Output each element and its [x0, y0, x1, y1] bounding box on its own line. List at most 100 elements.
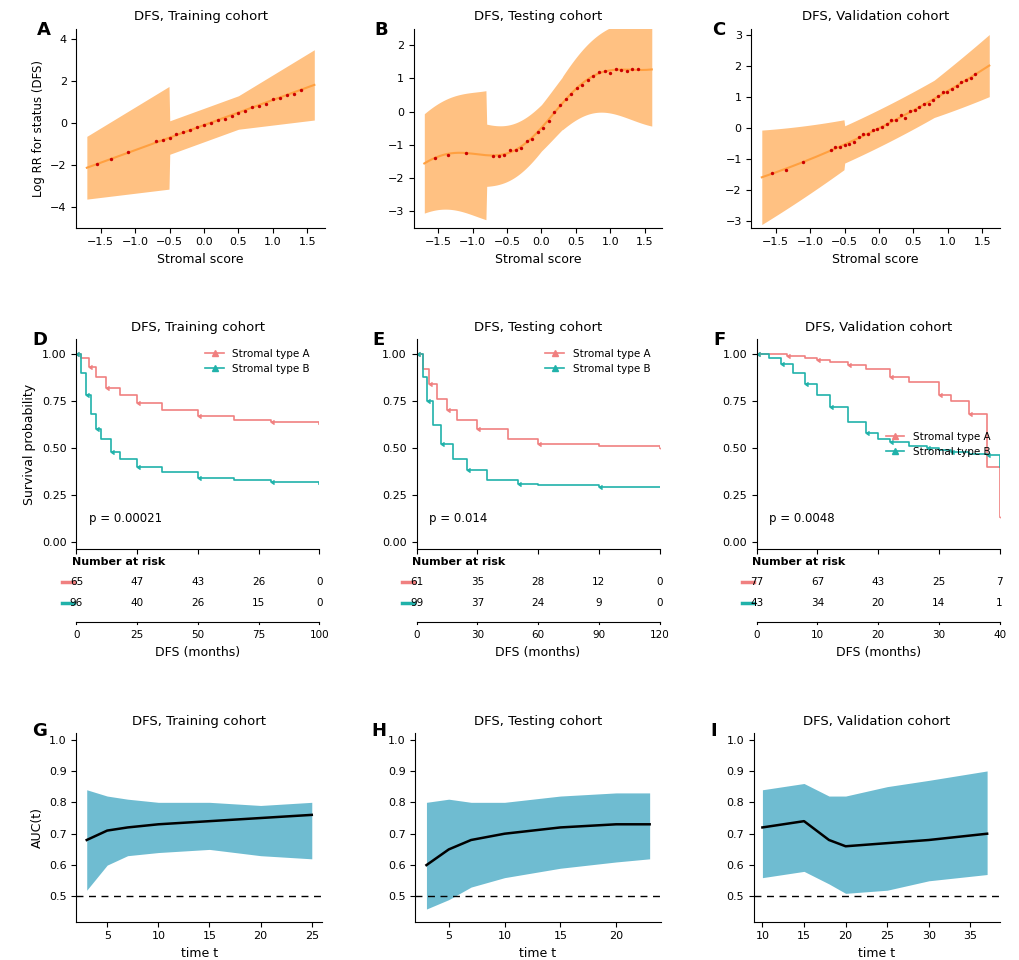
Point: [513, 140, 529, 156]
Text: 99: 99: [410, 598, 423, 608]
Text: 28: 28: [531, 577, 544, 588]
Point: [836, 137, 852, 153]
Point: [495, 147, 512, 162]
Stromal type B: [962, 447, 974, 459]
Title: DFS, Testing cohort: DFS, Testing cohort: [474, 715, 601, 728]
Stromal type A: [841, 360, 853, 372]
Text: C: C: [711, 21, 725, 38]
Point: [794, 155, 810, 170]
Stromal type A: [592, 441, 604, 452]
Stromal type B: [883, 437, 896, 448]
Text: 20: 20: [870, 598, 883, 608]
Point: [877, 116, 894, 132]
Text: 43: 43: [192, 577, 205, 588]
Text: I: I: [709, 722, 715, 740]
Stromal type A: [762, 348, 774, 360]
Point: [244, 100, 260, 115]
Title: DFS, Testing cohort: DFS, Testing cohort: [474, 321, 601, 334]
Point: [154, 132, 170, 148]
Point: [953, 74, 969, 89]
Point: [763, 165, 780, 180]
Stromal type A: [810, 354, 822, 366]
X-axis label: time t: time t: [519, 947, 556, 960]
Stromal type B: [774, 358, 787, 370]
Text: 0: 0: [655, 577, 662, 588]
Text: 77: 77: [749, 577, 762, 588]
Text: 40: 40: [993, 630, 1005, 640]
Stromal type A: [83, 362, 95, 373]
Point: [189, 119, 205, 134]
Point: [826, 139, 843, 155]
Text: 37: 37: [470, 598, 483, 608]
Stromal type A: [192, 410, 204, 421]
Stromal type A: [90, 371, 102, 382]
Stromal type A: [410, 348, 422, 360]
Stromal type A: [781, 350, 793, 362]
Text: 12: 12: [592, 577, 605, 588]
Stromal type A: [993, 512, 1005, 523]
Point: [485, 149, 501, 164]
Legend: Stromal type A, Stromal type B: Stromal type A, Stromal type B: [880, 427, 994, 461]
Point: [440, 148, 457, 163]
Point: [426, 150, 442, 165]
Point: [568, 81, 584, 96]
Stromal type A: [114, 390, 126, 401]
Stromal type B: [532, 480, 544, 492]
Stromal type B: [192, 472, 204, 484]
X-axis label: time t: time t: [180, 947, 218, 960]
Stromal type B: [859, 427, 871, 439]
Stromal type B: [81, 390, 93, 401]
Point: [948, 79, 964, 94]
Point: [943, 82, 959, 97]
Stromal type A: [450, 414, 463, 425]
Text: 75: 75: [252, 630, 265, 640]
Stromal type A: [131, 397, 144, 409]
Stromal type A: [653, 443, 665, 454]
Stromal type A: [962, 408, 974, 420]
Stromal type B: [980, 449, 993, 461]
Text: 100: 100: [310, 630, 329, 640]
Point: [285, 86, 302, 102]
Stromal type B: [85, 408, 97, 420]
Stromal type B: [114, 453, 126, 465]
Point: [518, 133, 534, 149]
Stromal type A: [931, 390, 944, 401]
Point: [897, 110, 913, 126]
Stromal type A: [100, 382, 112, 394]
Point: [278, 87, 294, 103]
Point: [203, 115, 219, 131]
Text: 90: 90: [592, 630, 604, 640]
Stromal type A: [902, 376, 914, 388]
Legend: Stromal type A, Stromal type B: Stromal type A, Stromal type B: [201, 345, 314, 378]
Title: DFS, Testing cohort: DFS, Testing cohort: [474, 11, 601, 23]
Text: 26: 26: [192, 598, 205, 608]
Point: [524, 132, 540, 147]
Stromal type B: [426, 420, 438, 431]
Text: 65: 65: [70, 577, 83, 588]
Stromal type B: [798, 378, 810, 390]
Stromal type A: [430, 394, 442, 405]
Y-axis label: Survival probability: Survival probability: [23, 384, 37, 505]
Point: [612, 62, 629, 78]
Stromal type B: [750, 348, 762, 360]
Point: [596, 63, 612, 79]
Stromal type B: [993, 461, 1005, 472]
Text: 25: 25: [130, 630, 144, 640]
Point: [619, 62, 635, 78]
Text: DFS (months): DFS (months): [155, 646, 240, 660]
Text: 96: 96: [70, 598, 83, 608]
X-axis label: Stromal score: Stromal score: [157, 252, 244, 266]
Point: [777, 162, 794, 178]
Point: [882, 112, 899, 128]
Point: [629, 60, 645, 76]
Stromal type B: [131, 461, 144, 472]
Point: [271, 90, 287, 106]
Point: [161, 131, 177, 146]
Text: 24: 24: [531, 598, 544, 608]
Point: [501, 142, 518, 157]
Text: F: F: [712, 331, 725, 348]
Point: [292, 83, 309, 98]
Stromal type B: [787, 367, 799, 378]
Stromal type B: [70, 348, 83, 360]
Stromal type A: [822, 356, 835, 368]
